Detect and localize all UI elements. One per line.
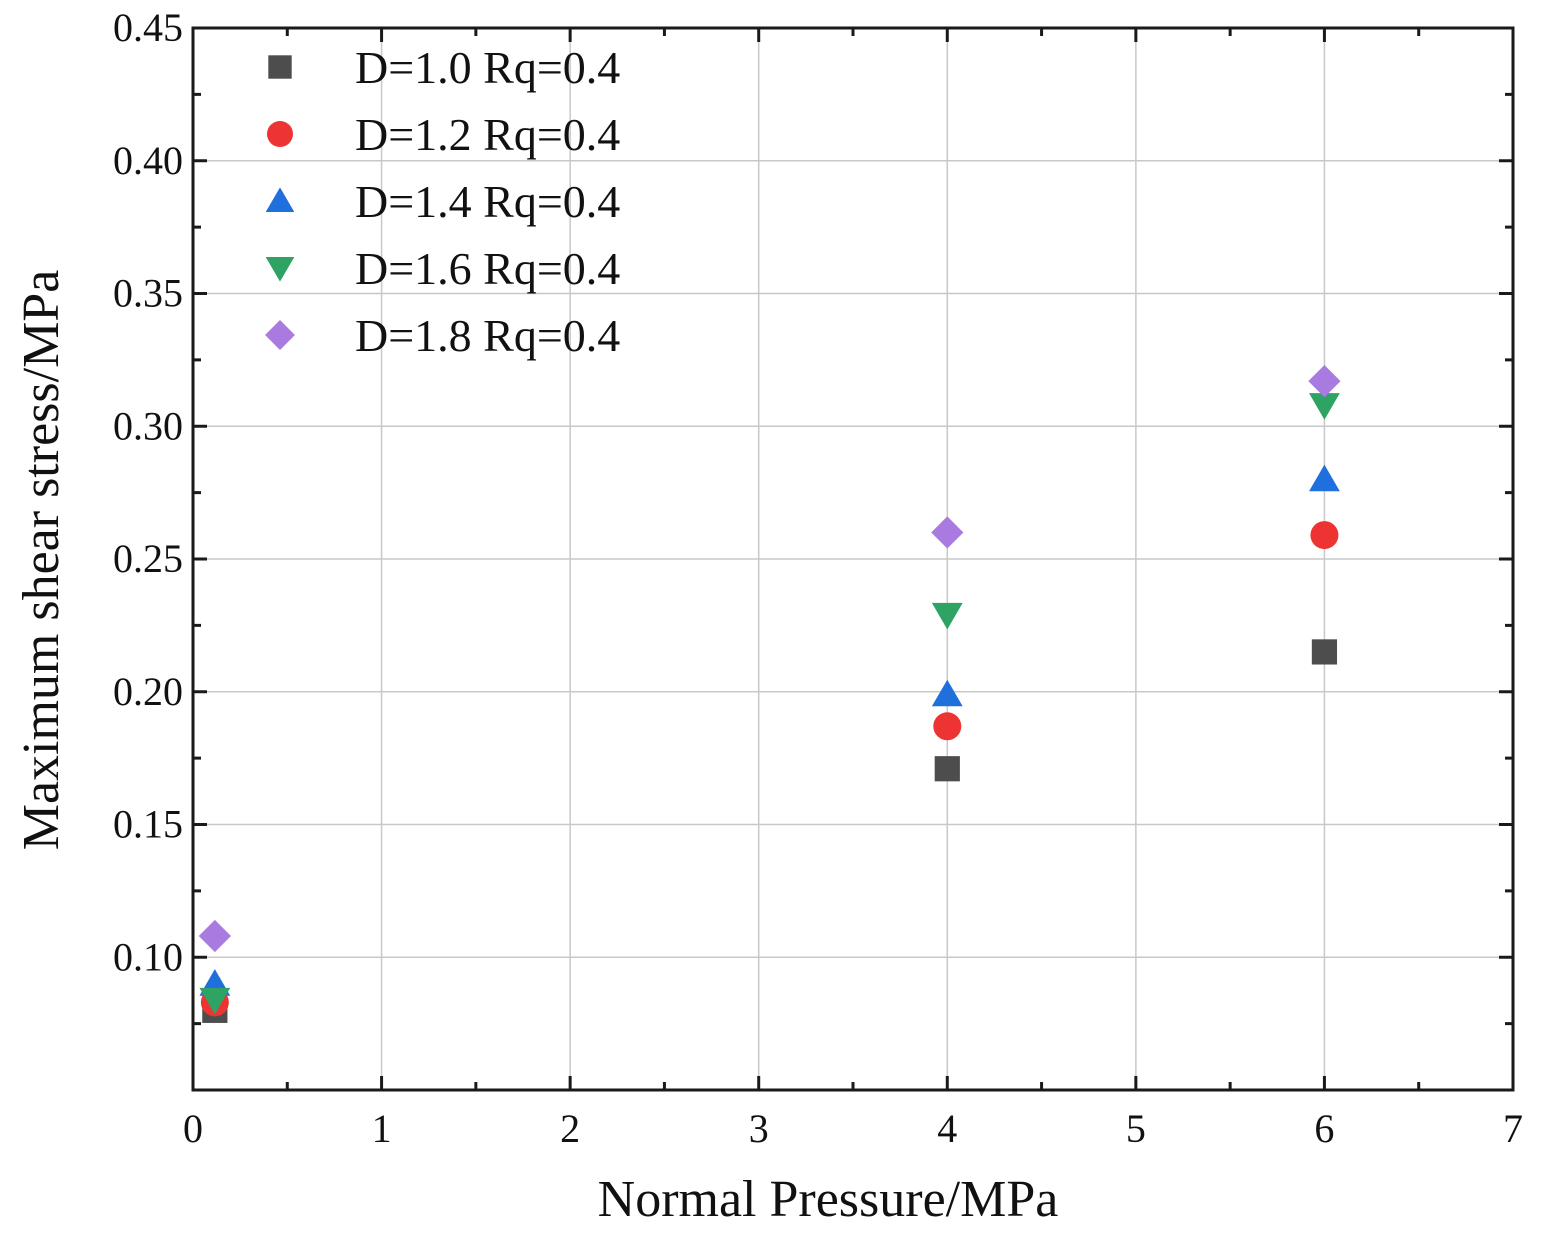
x-tick-label: 3 <box>749 1106 769 1151</box>
data-point <box>1309 464 1340 492</box>
y-tick-label: 0.20 <box>113 669 183 714</box>
data-point <box>931 516 964 549</box>
legend-item: D=1.2 Rq=0.4 <box>267 109 620 160</box>
legend-marker <box>268 55 292 79</box>
x-tick-label: 4 <box>937 1106 957 1151</box>
legend-label: D=1.8 Rq=0.4 <box>355 310 620 361</box>
y-tick-label: 0.35 <box>113 271 183 316</box>
x-tick-label: 5 <box>1126 1106 1146 1151</box>
y-tick-labels: 0.10 0.15 0.20 0.25 0.30 0.35 0.40 0.45 <box>113 5 183 979</box>
x-tick-labels: 0 1 2 3 4 5 6 7 <box>183 1106 1523 1151</box>
data-point <box>198 919 231 953</box>
legend-item: D=1.6 Rq=0.4 <box>265 243 620 294</box>
x-tick-label: 2 <box>560 1106 580 1151</box>
series-1 <box>202 639 1338 1023</box>
legend-label: D=1.0 Rq=0.4 <box>355 42 620 93</box>
series-3 <box>199 464 1340 996</box>
series-4 <box>199 393 1340 1015</box>
legend-marker <box>265 320 295 350</box>
x-axis-title: Normal Pressure/MPa <box>598 1171 1059 1228</box>
legend-item: D=1.4 Rq=0.4 <box>265 176 620 227</box>
plot-frame <box>191 26 1515 1092</box>
x-tick-label: 7 <box>1503 1106 1523 1151</box>
y-tick-label: 0.40 <box>113 138 183 183</box>
y-axis-title: Maximum shear stress/MPa <box>13 270 70 851</box>
legend-item: D=1.0 Rq=0.4 <box>268 42 620 93</box>
legend-label: D=1.6 Rq=0.4 <box>355 243 620 294</box>
data-point <box>931 602 963 630</box>
data-points <box>198 365 1341 1023</box>
data-point <box>1310 521 1339 550</box>
y-tick-label: 0.15 <box>113 802 183 847</box>
legend-marker <box>265 187 295 213</box>
legend-label: D=1.2 Rq=0.4 <box>355 109 620 160</box>
y-tick-label: 0.25 <box>113 536 183 581</box>
y-tick-label: 0.10 <box>113 934 183 979</box>
series-2 <box>200 521 1339 1017</box>
data-point <box>1309 393 1340 420</box>
legend: D=1.0 Rq=0.4 D=1.2 Rq=0.4 D=1.4 Rq=0.4 D=1.… <box>265 42 620 361</box>
grid <box>193 28 1513 1090</box>
legend-marker <box>265 256 295 282</box>
x-tick-label: 6 <box>1314 1106 1334 1151</box>
legend-label: D=1.4 Rq=0.4 <box>355 176 620 227</box>
data-point <box>933 712 962 741</box>
y-tick-label: 0.45 <box>113 5 183 50</box>
x-tick-label: 1 <box>372 1106 392 1151</box>
data-point <box>1311 639 1338 665</box>
series-5 <box>198 365 1341 953</box>
data-point <box>199 987 231 1015</box>
y-tick-label: 0.30 <box>113 403 183 448</box>
legend-item: D=1.8 Rq=0.4 <box>265 310 620 361</box>
legend-marker <box>267 121 293 147</box>
data-point <box>931 679 963 707</box>
data-point <box>1308 365 1341 398</box>
data-point <box>934 756 960 782</box>
x-tick-label: 0 <box>183 1106 203 1151</box>
